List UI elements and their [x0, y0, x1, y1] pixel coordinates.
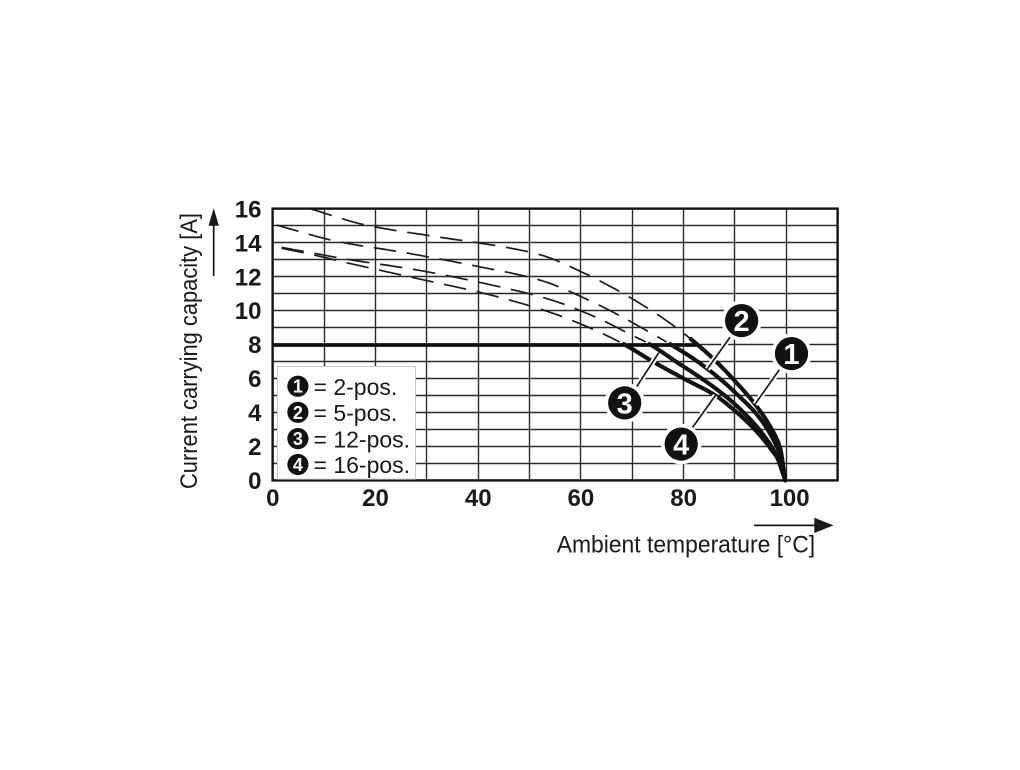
svg-text:6: 6 — [248, 366, 261, 393]
svg-text:12: 12 — [235, 264, 262, 291]
svg-text:100: 100 — [770, 485, 810, 512]
svg-text:2: 2 — [293, 403, 303, 423]
svg-text:8: 8 — [248, 332, 261, 359]
svg-text:1: 1 — [783, 339, 799, 371]
svg-text:Current carrying capacity [A]: Current carrying capacity [A] — [176, 213, 203, 489]
svg-text:4: 4 — [293, 455, 303, 475]
svg-text:60: 60 — [568, 485, 595, 512]
svg-text:Ambient temperature [°C]: Ambient temperature [°C] — [557, 532, 815, 559]
svg-text:20: 20 — [362, 485, 389, 512]
svg-text:= 12-pos.: = 12-pos. — [314, 426, 411, 452]
svg-text:0: 0 — [248, 468, 261, 495]
svg-text:3: 3 — [293, 429, 303, 449]
svg-text:= 5-pos.: = 5-pos. — [314, 400, 398, 426]
svg-text:3: 3 — [617, 388, 633, 420]
svg-text:4: 4 — [673, 430, 689, 462]
svg-text:10: 10 — [235, 298, 262, 325]
svg-text:80: 80 — [670, 485, 697, 512]
svg-text:40: 40 — [465, 485, 492, 512]
svg-text:= 2-pos.: = 2-pos. — [314, 374, 398, 400]
svg-text:14: 14 — [235, 230, 262, 257]
svg-text:= 16-pos.: = 16-pos. — [314, 452, 411, 478]
svg-text:4: 4 — [248, 400, 262, 427]
svg-text:2: 2 — [248, 434, 261, 461]
svg-text:16: 16 — [235, 196, 262, 223]
svg-text:0: 0 — [266, 485, 279, 512]
svg-text:2: 2 — [734, 306, 750, 338]
svg-text:1: 1 — [293, 377, 303, 397]
